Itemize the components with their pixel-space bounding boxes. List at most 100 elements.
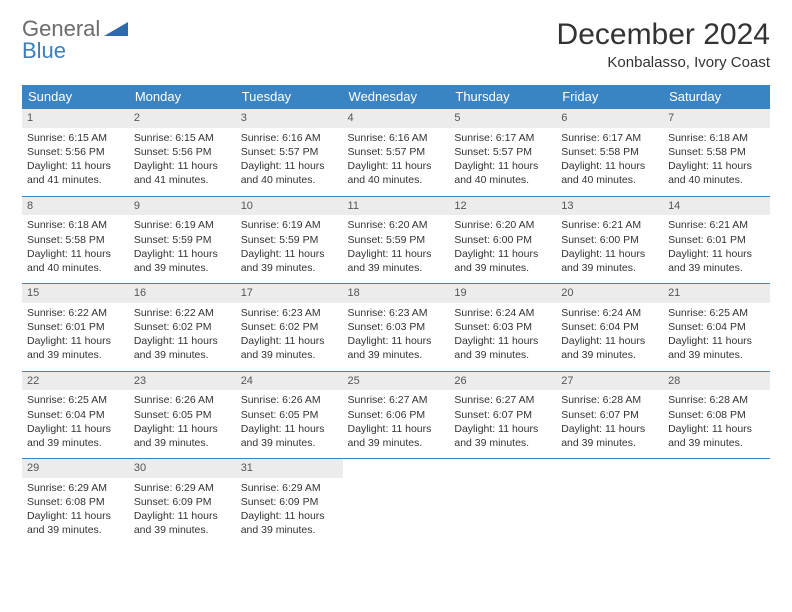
sunset-text: Sunset: 6:06 PM bbox=[348, 408, 445, 422]
day-cell: 19Sunrise: 6:24 AMSunset: 6:03 PMDayligh… bbox=[449, 284, 556, 372]
sunset-text: Sunset: 6:00 PM bbox=[561, 233, 658, 247]
week-row: 1Sunrise: 6:15 AMSunset: 5:56 PMDaylight… bbox=[22, 109, 770, 197]
sunrise-text: Sunrise: 6:22 AM bbox=[27, 306, 124, 320]
sunrise-text: Sunrise: 6:19 AM bbox=[134, 218, 231, 232]
logo-triangle-icon bbox=[104, 18, 128, 40]
day-cell: 21Sunrise: 6:25 AMSunset: 6:04 PMDayligh… bbox=[663, 284, 770, 372]
day-body: Sunrise: 6:15 AMSunset: 5:56 PMDaylight:… bbox=[22, 128, 129, 196]
daylight-text: Daylight: 11 hours and 40 minutes. bbox=[561, 159, 658, 187]
sunset-text: Sunset: 6:02 PM bbox=[134, 320, 231, 334]
day-number: 29 bbox=[22, 459, 129, 478]
day-cell: 28Sunrise: 6:28 AMSunset: 6:08 PMDayligh… bbox=[663, 371, 770, 459]
sunrise-text: Sunrise: 6:29 AM bbox=[241, 481, 338, 495]
day-cell: 11Sunrise: 6:20 AMSunset: 5:59 PMDayligh… bbox=[343, 196, 450, 284]
day-number: 22 bbox=[22, 372, 129, 391]
sunset-text: Sunset: 6:08 PM bbox=[668, 408, 765, 422]
day-body: Sunrise: 6:17 AMSunset: 5:58 PMDaylight:… bbox=[556, 128, 663, 196]
daylight-text: Daylight: 11 hours and 39 minutes. bbox=[668, 247, 765, 275]
day-body: Sunrise: 6:29 AMSunset: 6:08 PMDaylight:… bbox=[22, 478, 129, 546]
month-title: December 2024 bbox=[557, 18, 770, 52]
location: Konbalasso, Ivory Coast bbox=[557, 54, 770, 71]
sunrise-text: Sunrise: 6:29 AM bbox=[27, 481, 124, 495]
day-cell: 13Sunrise: 6:21 AMSunset: 6:00 PMDayligh… bbox=[556, 196, 663, 284]
daylight-text: Daylight: 11 hours and 40 minutes. bbox=[348, 159, 445, 187]
day-body: Sunrise: 6:23 AMSunset: 6:02 PMDaylight:… bbox=[236, 303, 343, 371]
sunset-text: Sunset: 6:01 PM bbox=[27, 320, 124, 334]
sunset-text: Sunset: 5:59 PM bbox=[348, 233, 445, 247]
day-body: Sunrise: 6:16 AMSunset: 5:57 PMDaylight:… bbox=[343, 128, 450, 196]
daylight-text: Daylight: 11 hours and 39 minutes. bbox=[561, 247, 658, 275]
day-body: Sunrise: 6:24 AMSunset: 6:03 PMDaylight:… bbox=[449, 303, 556, 371]
daylight-text: Daylight: 11 hours and 39 minutes. bbox=[348, 334, 445, 362]
day-number: 21 bbox=[663, 284, 770, 303]
day-cell: 15Sunrise: 6:22 AMSunset: 6:01 PMDayligh… bbox=[22, 284, 129, 372]
sunset-text: Sunset: 6:09 PM bbox=[241, 495, 338, 509]
day-number: 16 bbox=[129, 284, 236, 303]
daylight-text: Daylight: 11 hours and 39 minutes. bbox=[241, 334, 338, 362]
day-cell: 8Sunrise: 6:18 AMSunset: 5:58 PMDaylight… bbox=[22, 196, 129, 284]
day-header-row: Sunday Monday Tuesday Wednesday Thursday… bbox=[22, 85, 770, 109]
day-body: Sunrise: 6:21 AMSunset: 6:00 PMDaylight:… bbox=[556, 215, 663, 283]
empty-cell bbox=[663, 459, 770, 546]
daylight-text: Daylight: 11 hours and 39 minutes. bbox=[454, 334, 551, 362]
day-number: 11 bbox=[343, 197, 450, 216]
day-body: Sunrise: 6:18 AMSunset: 5:58 PMDaylight:… bbox=[22, 215, 129, 283]
sunset-text: Sunset: 5:58 PM bbox=[668, 145, 765, 159]
sunset-text: Sunset: 6:07 PM bbox=[454, 408, 551, 422]
week-row: 15Sunrise: 6:22 AMSunset: 6:01 PMDayligh… bbox=[22, 284, 770, 372]
day-cell: 18Sunrise: 6:23 AMSunset: 6:03 PMDayligh… bbox=[343, 284, 450, 372]
day-body: Sunrise: 6:19 AMSunset: 5:59 PMDaylight:… bbox=[236, 215, 343, 283]
day-number: 19 bbox=[449, 284, 556, 303]
day-number: 4 bbox=[343, 109, 450, 128]
day-body: Sunrise: 6:26 AMSunset: 6:05 PMDaylight:… bbox=[129, 390, 236, 458]
day-number: 17 bbox=[236, 284, 343, 303]
day-cell: 16Sunrise: 6:22 AMSunset: 6:02 PMDayligh… bbox=[129, 284, 236, 372]
day-body: Sunrise: 6:26 AMSunset: 6:05 PMDaylight:… bbox=[236, 390, 343, 458]
logo: General Blue bbox=[22, 18, 128, 62]
sunrise-text: Sunrise: 6:15 AM bbox=[27, 131, 124, 145]
week-row: 22 Sunrise: 6:25 AMSunset: 6:04 PM Dayligh… bbox=[22, 371, 770, 459]
day-number: 12 bbox=[449, 197, 556, 216]
sunrise-text: Sunrise: 6:25 AM bbox=[27, 393, 124, 407]
sunset-text: Sunset: 6:08 PM bbox=[27, 495, 124, 509]
day-number: 8 bbox=[22, 197, 129, 216]
daylight-text: Daylight: 11 hours and 39 minutes. bbox=[454, 422, 551, 450]
day-number: 25 bbox=[343, 372, 450, 391]
sunset-text: Sunset: 5:57 PM bbox=[348, 145, 445, 159]
day-cell: 9Sunrise: 6:19 AMSunset: 5:59 PMDaylight… bbox=[129, 196, 236, 284]
empty-cell bbox=[343, 459, 450, 546]
sunset-text: Sunset: 6:04 PM bbox=[27, 408, 124, 422]
daylight-text: Daylight: 11 hours and 39 minutes. bbox=[241, 422, 338, 450]
sunset-text: Sunset: 5:58 PM bbox=[27, 233, 124, 247]
sunrise-text: Sunrise: 6:17 AM bbox=[454, 131, 551, 145]
day-cell: 26Sunrise: 6:27 AMSunset: 6:07 PMDayligh… bbox=[449, 371, 556, 459]
sunrise-text: Sunrise: 6:16 AM bbox=[348, 131, 445, 145]
sunset-text: Sunset: 5:56 PM bbox=[27, 145, 124, 159]
day-body: Sunrise: 6:29 AMSunset: 6:09 PMDaylight:… bbox=[129, 478, 236, 546]
day-body: Sunrise: 6:15 AMSunset: 5:56 PMDaylight:… bbox=[129, 128, 236, 196]
sunrise-text: Sunrise: 6:22 AM bbox=[134, 306, 231, 320]
sunset-text: Sunset: 6:09 PM bbox=[134, 495, 231, 509]
day-cell: 4Sunrise: 6:16 AMSunset: 5:57 PMDaylight… bbox=[343, 109, 450, 197]
day-number: 20 bbox=[556, 284, 663, 303]
daylight-text: Daylight: 11 hours and 40 minutes. bbox=[454, 159, 551, 187]
day-cell: 23Sunrise: 6:26 AMSunset: 6:05 PMDayligh… bbox=[129, 371, 236, 459]
day-body: Sunrise: 6:29 AMSunset: 6:09 PMDaylight:… bbox=[236, 478, 343, 546]
day-cell: 27Sunrise: 6:28 AMSunset: 6:07 PMDayligh… bbox=[556, 371, 663, 459]
sunset-text: Sunset: 5:57 PM bbox=[454, 145, 551, 159]
day-number: 30 bbox=[129, 459, 236, 478]
daylight-text: Daylight: 11 hours and 39 minutes. bbox=[241, 247, 338, 275]
sunrise-text: Sunrise: 6:29 AM bbox=[134, 481, 231, 495]
sunrise-text: Sunrise: 6:16 AM bbox=[241, 131, 338, 145]
day-cell: 5Sunrise: 6:17 AMSunset: 5:57 PMDaylight… bbox=[449, 109, 556, 197]
day-cell: 22Sunrise: 6:25 AMSunset: 6:04 PMDayligh… bbox=[22, 371, 129, 459]
daylight-text: Daylight: 11 hours and 39 minutes. bbox=[668, 334, 765, 362]
sunrise-text: Sunrise: 6:28 AM bbox=[561, 393, 658, 407]
daylight-text: Daylight: 11 hours and 39 minutes. bbox=[134, 509, 231, 537]
day-body: Sunrise: 6:22 AMSunset: 6:02 PMDaylight:… bbox=[129, 303, 236, 371]
day-body: Sunrise: 6:24 AMSunset: 6:04 PMDaylight:… bbox=[556, 303, 663, 371]
day-cell: 30Sunrise: 6:29 AMSunset: 6:09 PMDayligh… bbox=[129, 459, 236, 546]
sunrise-text: Sunrise: 6:27 AM bbox=[348, 393, 445, 407]
daylight-text: Daylight: 11 hours and 39 minutes. bbox=[27, 509, 124, 537]
sunrise-text: Sunrise: 6:18 AM bbox=[668, 131, 765, 145]
